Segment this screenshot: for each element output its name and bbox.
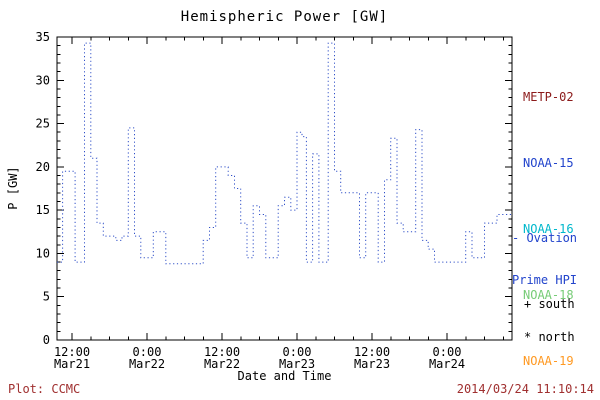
y-tick-label: 35 — [36, 30, 50, 44]
y-tick-label: 25 — [36, 117, 50, 131]
x-axis-label: Date and Time — [237, 369, 332, 383]
north-marker-key: * north — [524, 330, 575, 344]
plot-frame — [56, 36, 513, 341]
satellite-legend: METP-02 NOAA-15 NOAA-16 NOAA-18 NOAA-19 — [523, 42, 574, 400]
x-tick-time: 12:00 — [354, 345, 390, 359]
ovation-prime-label: - Ovation Prime HPI — [512, 203, 577, 315]
y-tick-label: 30 — [36, 73, 50, 87]
legend-item-noaa-16: NOAA-16 — [523, 222, 574, 236]
y-tick-label: 15 — [36, 203, 50, 217]
x-tick-date: Mar24 — [429, 357, 465, 371]
ovation-line1: - Ovation — [512, 231, 578, 245]
plot-credit: Plot: CCMC — [8, 382, 81, 396]
plot-timestamp: 2014/03/24 11:10:14 — [456, 382, 594, 396]
y-tick-label: 20 — [36, 160, 50, 174]
legend-item-noaa-19: NOAA-19 — [523, 354, 574, 368]
x-tick-date: Mar22 — [204, 357, 240, 371]
x-tick-date: Mar23 — [279, 357, 315, 371]
x-tick-time: 0:00 — [283, 345, 312, 359]
legend-item-noaa-15: NOAA-15 — [523, 156, 574, 170]
x-tick-time: 0:00 — [433, 345, 462, 359]
legend-item-metp-02: METP-02 — [523, 90, 574, 104]
x-tick-time: 12:00 — [54, 345, 90, 359]
chart-title: Hemispheric Power [GW] — [180, 9, 389, 25]
south-marker-key: + south — [524, 297, 575, 311]
hpi-step-line — [57, 42, 512, 265]
ovation-line2: Prime HPI — [512, 273, 578, 287]
y-tick-label: 0 — [43, 333, 50, 347]
x-tick-time: 0:00 — [133, 345, 162, 359]
y-tick-label: 10 — [36, 246, 50, 260]
legend-item-noaa-18: NOAA-18 — [523, 288, 574, 302]
x-tick-date: Mar22 — [129, 357, 165, 371]
y-axis-label: P [GW] — [6, 166, 20, 210]
x-tick-date: Mar23 — [354, 357, 390, 371]
y-tick-label: 5 — [43, 290, 50, 304]
x-tick-date: Mar21 — [54, 357, 90, 371]
x-tick-time: 12:00 — [204, 345, 240, 359]
